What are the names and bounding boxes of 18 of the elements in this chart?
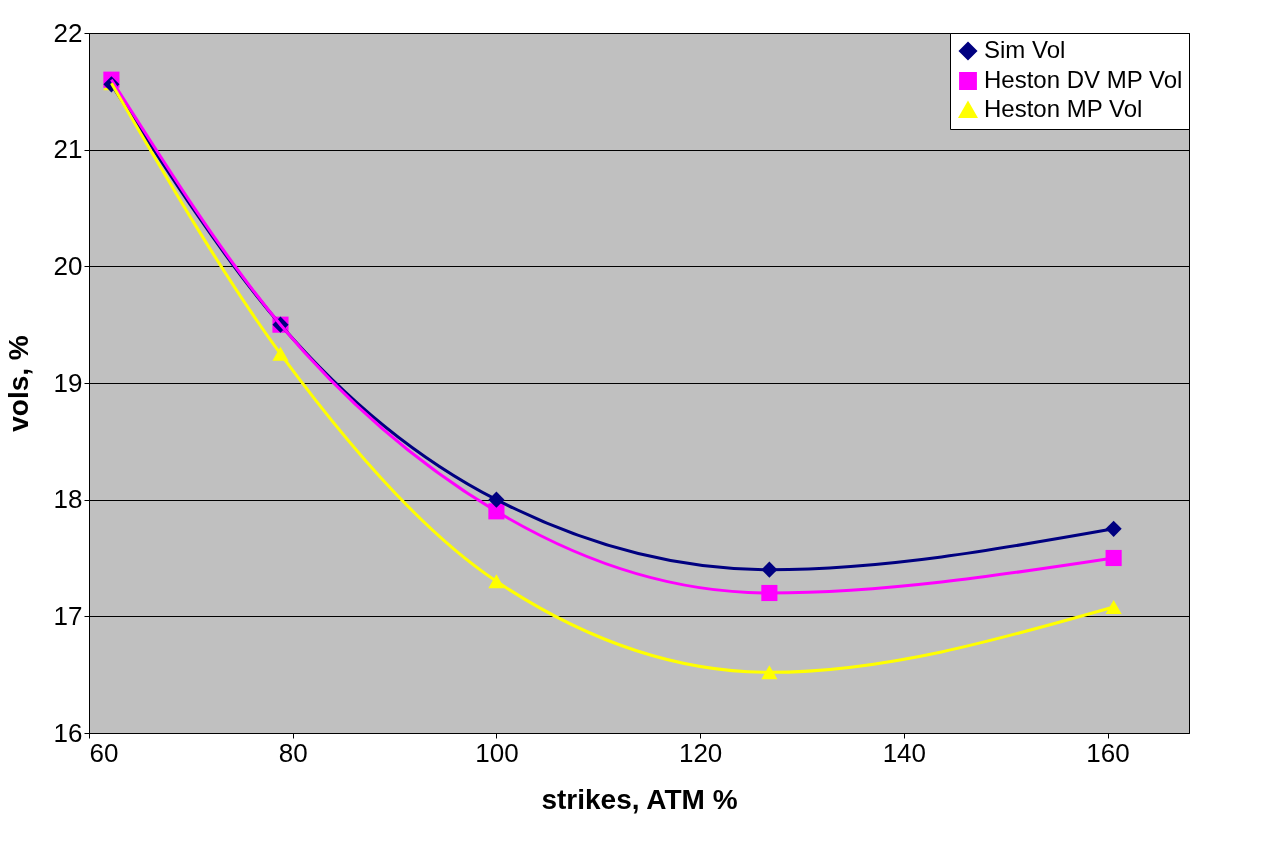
x-tick-label: 80 [278,737,308,768]
y-tick-label: 22 [53,17,83,48]
x-tick-label: 100 [475,737,519,768]
y-tick-label: 16 [53,717,83,748]
legend-label: Heston DV MP Vol [984,66,1183,93]
y-tick-label: 19 [53,367,83,398]
legend-label: Heston MP Vol [984,95,1143,122]
y-tick-label: 21 [53,134,83,165]
x-tick-label: 60 [89,737,119,768]
legend-label: Sim Vol [984,36,1066,63]
x-axis-title: strikes, ATM % [541,783,738,815]
x-tick-label: 140 [882,737,927,768]
y-tick-label: 20 [53,250,83,281]
y-tick-label: 17 [53,600,83,631]
x-tick-label: 120 [678,737,723,768]
x-tick-label: 160 [1086,737,1130,768]
y-tick-label: 18 [53,484,83,515]
y-axis-title: vols, % [2,335,34,432]
